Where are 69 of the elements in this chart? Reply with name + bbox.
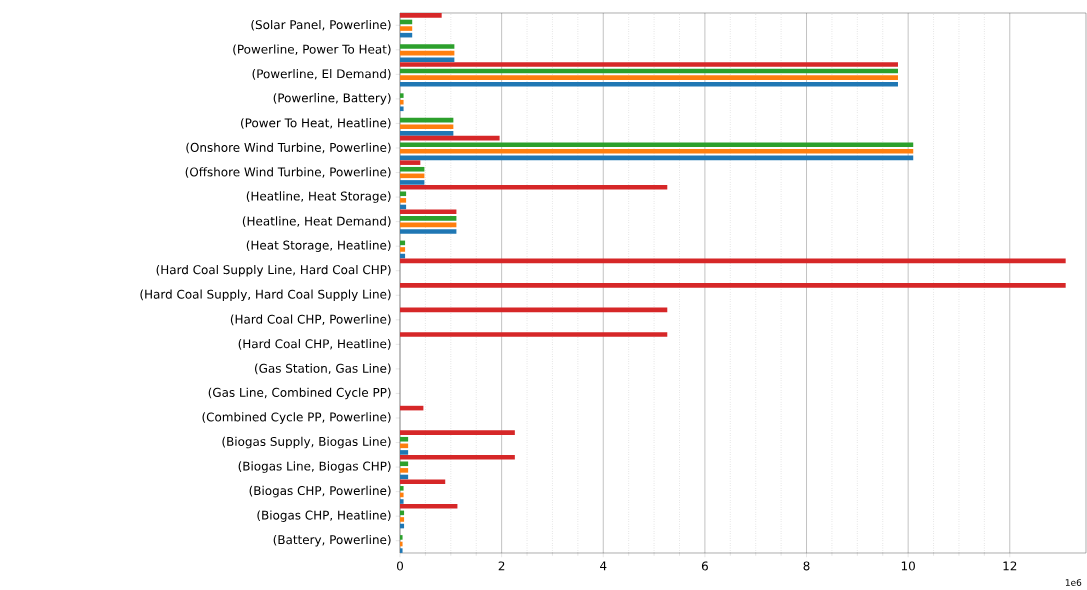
bar [400, 486, 404, 491]
y-tick-label: (Hard Coal Supply Line, Hard Coal CHP) [156, 264, 391, 277]
y-tick-label: (Biogas Line, Biogas CHP) [238, 461, 391, 473]
y-tick-label: (Power To Heat, Heatline) [241, 118, 391, 129]
bar [400, 517, 405, 522]
y-tick-label: (Powerline, Battery) [273, 93, 391, 105]
bar [400, 131, 454, 136]
x-tick-label: 0 [396, 561, 404, 571]
y-tick-label: (Hard Coal CHP, Heatline) [238, 339, 391, 350]
bar [400, 216, 457, 221]
y-tick-label: (Combined Cycle PP, Powerline) [202, 412, 391, 424]
bar [400, 81, 898, 87]
bar [400, 62, 898, 67]
y-tick-label: (Heatline, Heat Storage) [246, 191, 391, 203]
bar [400, 436, 409, 442]
bar [400, 548, 403, 553]
bar [400, 479, 446, 485]
bar [400, 57, 455, 63]
bar [400, 535, 403, 540]
x-tick-label: 2 [498, 561, 505, 571]
bar [400, 461, 409, 467]
bar [400, 13, 442, 18]
bar [400, 160, 421, 165]
y-tick-label: (Biogas Supply, Biogas Line) [222, 436, 391, 449]
bar [400, 430, 515, 435]
bar [400, 149, 914, 154]
y-tick-label: (Offshore Wind Turbine, Powerline) [185, 167, 391, 178]
x-tick-label: 12 [1003, 561, 1017, 571]
bar [400, 180, 425, 185]
y-tick-label: (Heat Storage, Heatline) [246, 240, 391, 252]
bar [400, 99, 404, 105]
y-tick-label: (Onshore Wind Turbine, Powerline) [186, 142, 391, 154]
bar [400, 209, 457, 215]
bar [400, 75, 898, 80]
bar [400, 283, 1066, 288]
y-tick-label: (Heatline, Heat Demand) [242, 216, 391, 227]
y-tick-label: (Powerline, El Demand) [252, 69, 391, 80]
bar [400, 450, 409, 455]
bar [400, 166, 425, 172]
x-tick-label: 10 [901, 561, 915, 571]
y-tick-label: (Hard Coal CHP, Powerline) [230, 314, 391, 326]
y-tick-label: (Gas Station, Gas Line) [255, 363, 391, 375]
text: 1e6 [1065, 579, 1082, 586]
bar [400, 499, 404, 504]
bar [400, 247, 406, 252]
y-tick-label: (Hard Coal Supply, Hard Coal Supply Line) [140, 289, 391, 302]
y-tick-label: (Gas Line, Combined Cycle PP) [208, 387, 391, 400]
y-tick-label: (Solar Panel, Powerline) [251, 19, 391, 31]
bar [400, 198, 407, 203]
y-tick-label: (Biogas CHP, Powerline) [249, 485, 391, 498]
y-tick-label: (Biogas CHP, Heatline) [257, 510, 391, 522]
bar [400, 93, 404, 98]
bar [400, 26, 413, 31]
x-tick-label: 4 [600, 561, 607, 571]
bar [400, 44, 455, 49]
y-tick-label: (Battery, Powerline) [273, 534, 391, 547]
bar [400, 229, 457, 234]
bar [400, 332, 668, 337]
y-tick-label: (Powerline, Power To Heat) [233, 44, 391, 56]
bar [400, 191, 407, 197]
bar [400, 106, 404, 112]
bar [400, 142, 914, 148]
bar [400, 124, 454, 130]
bar [400, 468, 409, 473]
x-tick-label: 6 [701, 561, 708, 571]
bar [400, 541, 403, 547]
bar [400, 504, 458, 509]
bar [400, 492, 404, 498]
x-tick-label: 8 [803, 561, 810, 571]
